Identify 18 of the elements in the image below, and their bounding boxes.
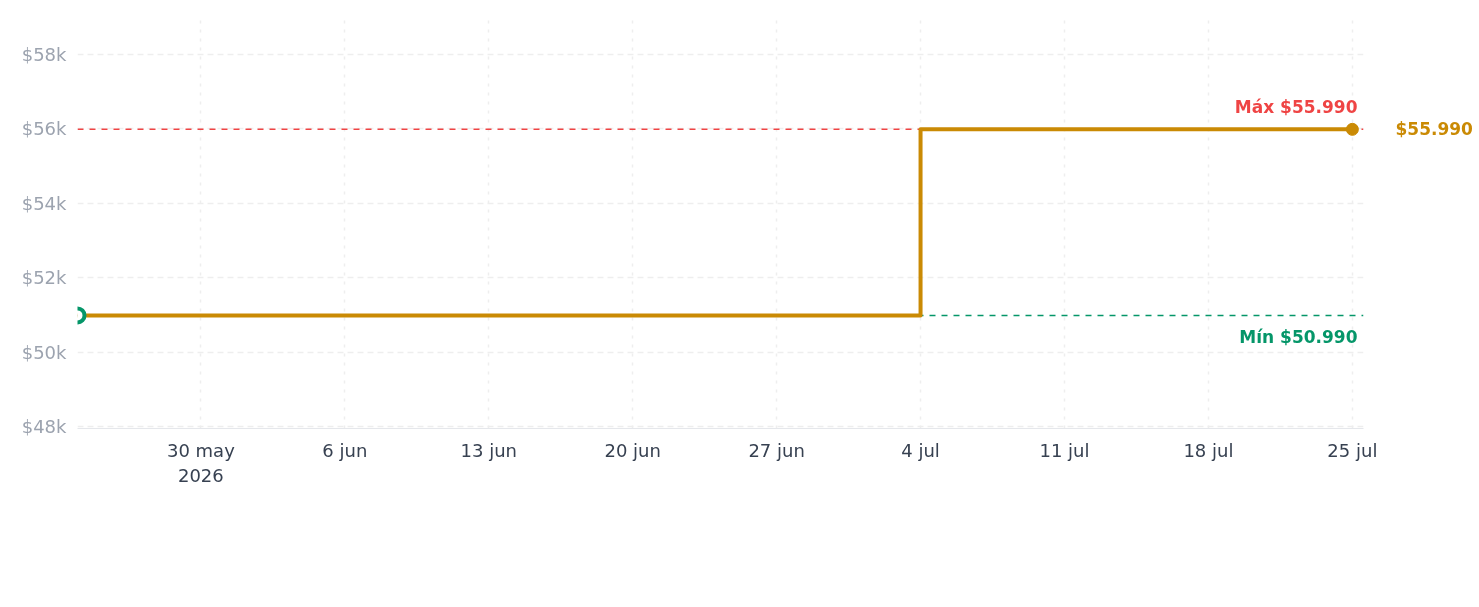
x-tick-label: 6 jun xyxy=(322,439,368,461)
y-tick-label: $50k xyxy=(21,341,68,363)
ref-line-label: Mín $50.990 xyxy=(1239,327,1358,348)
x-tick-label: 4 jul xyxy=(901,439,940,461)
y-tick-label: $52k xyxy=(21,267,68,289)
x-tick-label: 11 jul xyxy=(1039,439,1090,461)
x-tick-label: 20 jun xyxy=(604,439,661,461)
annotation: $55.990 xyxy=(1395,119,1474,140)
y-tick-label: $48k xyxy=(21,416,68,438)
y-tick-label: $54k xyxy=(21,192,68,214)
x-tick-label: 13 jun xyxy=(460,439,517,461)
x-tick-label: 18 jul xyxy=(1183,439,1234,461)
y-tick-label: $58k xyxy=(21,44,68,66)
x-tick-label: 30 may 2026 xyxy=(166,439,236,486)
x-tick-label: 27 jun xyxy=(748,439,805,461)
x-tick-label: 25 jul xyxy=(1327,439,1378,461)
ref-line-label: Máx $55.990 xyxy=(1234,97,1358,118)
y-tick-label: $56k xyxy=(21,118,68,140)
